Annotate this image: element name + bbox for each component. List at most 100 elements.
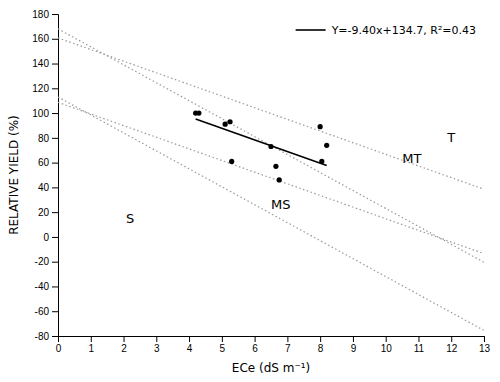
x-tick-mark [222,336,223,342]
y-tick-label: 0 [43,232,49,243]
x-tick: 10 [381,336,393,354]
y-tick-mark [52,237,58,238]
x-tick: 3 [154,336,160,354]
y-tick: 180 [32,9,58,20]
x-tick-label: 0 [56,343,62,354]
y-tick-mark [52,311,58,312]
x-tick-mark [418,336,419,342]
y-tick: 160 [32,33,58,44]
y-tick-label: 40 [38,182,50,193]
zone-label: S [126,211,134,226]
y-tick-mark [52,163,58,164]
y-tick-label: 60 [38,157,50,168]
reference-line [58,29,484,262]
y-tick-mark [52,64,58,65]
x-tick: 0 [56,336,62,354]
x-tick-label: 13 [479,343,491,354]
scatter-point [223,122,228,127]
x-tick-label: 6 [252,343,258,354]
x-tick-label: 11 [414,343,425,354]
x-tick-label: 5 [220,343,226,354]
x-tick: 9 [351,336,357,354]
y-tick: -40 [35,281,58,292]
regression-line [196,119,327,166]
plot: 012345678910111213-80-60-40-200204060801… [32,9,490,354]
scatter-point [273,164,278,169]
zone-label: MS [271,197,290,212]
y-tick-mark [52,39,58,40]
y-axis: -80-60-40-20020406080100120140160180 [32,9,58,342]
x-tick-mark [255,336,256,342]
y-tick-label: -80 [35,331,50,342]
reference-line [58,102,484,253]
y-tick-mark [52,187,58,188]
y-tick-mark [52,113,58,114]
x-axis-line [59,337,485,343]
x-tick-mark [484,336,485,342]
x-tick-mark [320,336,321,342]
y-tick: 120 [32,83,58,94]
x-tick-label: 7 [285,343,291,354]
x-tick: 4 [187,336,193,354]
scatter-point [324,143,329,148]
x-tick-mark [124,336,125,342]
x-axis-title: ECe (dS m⁻¹) [232,361,310,375]
y-tick-label: 160 [32,33,49,44]
y-tick: -20 [35,256,58,267]
x-tick-mark [189,336,190,342]
y-tick-mark [52,138,58,139]
y-tick-mark [52,88,58,89]
x-tick-label: 10 [381,343,393,354]
scatter-point [196,110,201,115]
x-tick-label: 4 [187,343,193,354]
y-tick-label: 180 [32,9,49,20]
x-tick: 1 [88,336,94,354]
y-axis-title: RELATIVE YIELD (%) [7,115,21,235]
x-tick-label: 1 [88,343,94,354]
y-tick-label: 80 [38,133,50,144]
y-tick: 60 [38,157,58,168]
legend-swatch [296,29,326,31]
scatter-point [277,177,282,182]
y-tick-mark [52,212,58,213]
zone-label: T [446,130,455,145]
y-tick-label: 20 [38,207,50,218]
scatter-point [227,119,232,124]
x-axis: 012345678910111213 [56,336,491,354]
scatter-points [193,110,329,182]
scatter-point [318,124,323,129]
y-tick-mark [52,14,58,15]
y-tick: 20 [38,207,58,218]
y-tick-label: 140 [32,58,49,69]
reference-line [58,38,484,189]
x-tick-mark [91,336,92,342]
y-tick: 0 [43,232,58,243]
reference-line [58,97,484,330]
y-tick-label: -60 [35,306,50,317]
y-tick: 140 [32,58,58,69]
x-tick-label: 3 [154,343,160,354]
legend-entry: Y=-9.40x+134.7, R²=0.43 [331,24,476,37]
x-tick-mark [451,336,452,342]
y-tick-label: -40 [35,281,50,292]
y-tick-mark [52,262,58,263]
data-marks [58,29,484,331]
y-tick-label: -20 [35,256,50,267]
x-tick: 6 [252,336,258,354]
y-tick: 40 [38,182,58,193]
x-tick-label: 12 [446,343,458,354]
y-tick-mark [52,286,58,287]
x-tick: 8 [318,336,324,354]
zone-label: MT [402,151,421,166]
scatter-point [319,159,324,164]
y-tick-label: 120 [32,83,49,94]
y-tick-mark [52,336,58,337]
x-tick-mark [386,336,387,342]
x-tick-mark [287,336,288,342]
x-tick: 7 [285,336,291,354]
scatter-point [268,144,273,149]
legend: Y=-9.40x+134.7, R²=0.43 [296,24,476,37]
y-tick: 80 [38,133,58,144]
x-tick-label: 8 [318,343,324,354]
x-tick: 5 [220,336,226,354]
